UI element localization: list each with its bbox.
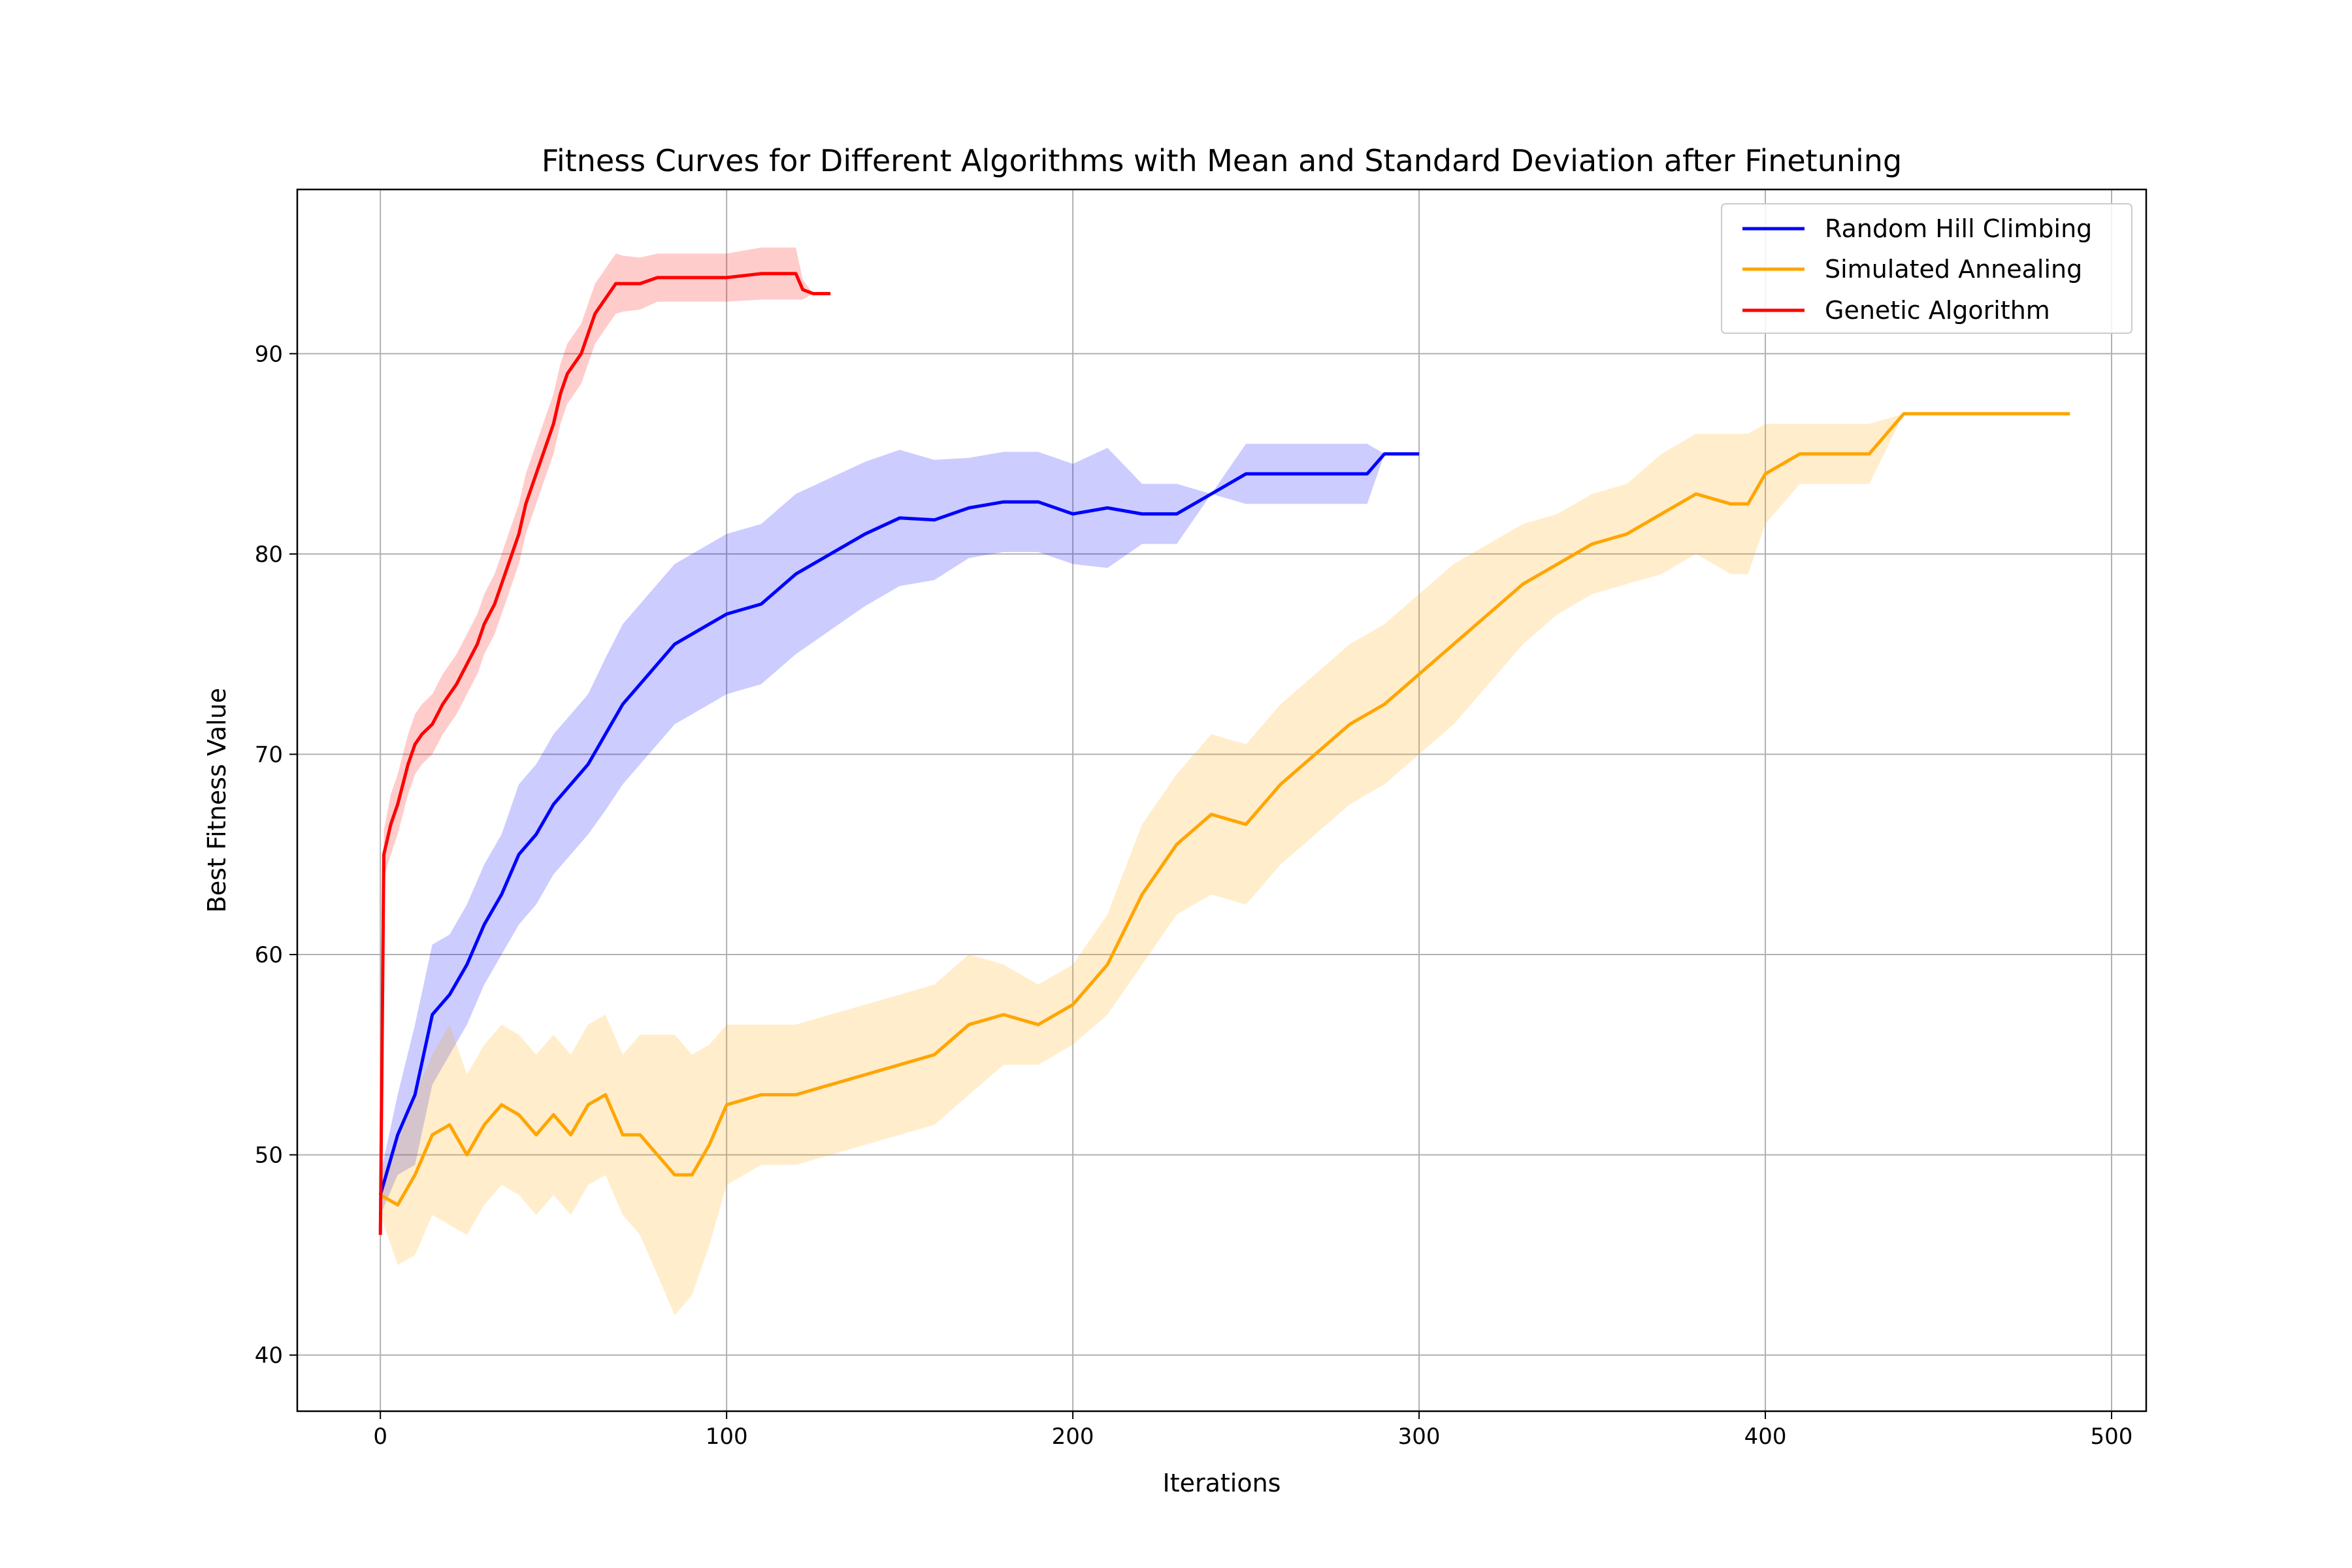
grid-layer	[297, 189, 2146, 1411]
simulated-annealing-std-band	[380, 414, 2070, 1315]
legend: Random Hill Climbing Simulated Annealing…	[1721, 203, 2132, 334]
plot-frame	[296, 188, 2148, 1413]
y-tick-label: 90	[255, 341, 283, 367]
legend-label-genetic-algorithm: Genetic Algorithm	[1825, 296, 2050, 325]
y-tick-label: 50	[255, 1143, 283, 1169]
random-hill-climbing-std-band	[380, 444, 1420, 1215]
y-axis-label: Best Fitness Value	[203, 688, 231, 913]
x-tick-label: 100	[706, 1424, 748, 1450]
legend-box	[1721, 203, 2132, 334]
simulated-annealing-mean-line	[379, 412, 2070, 1207]
mean-lines-layer	[378, 272, 2070, 1235]
x-tick-label: 200	[1052, 1424, 1094, 1450]
x-tick-label: 400	[1744, 1424, 1787, 1450]
y-tick-label: 60	[255, 942, 283, 968]
random-hill-climbing-mean-line	[378, 452, 1420, 1196]
y-tick-label: 70	[255, 742, 283, 768]
y-tick-label: 40	[255, 1343, 283, 1369]
chart-title: Fitness Curves for Different Algorithms …	[542, 143, 1902, 178]
y-tick-label: 80	[255, 542, 283, 568]
std-bands-layer	[380, 247, 2070, 1315]
legend-label-simulated-annealing: Simulated Annealing	[1825, 255, 2082, 284]
genetic-algorithm-mean-line	[378, 272, 831, 1235]
legend-label-random-hill-climbing: Random Hill Climbing	[1825, 214, 2092, 243]
x-tick-label: 500	[2091, 1424, 2133, 1450]
x-tick-label: 0	[373, 1424, 387, 1450]
x-axis-label: Iterations	[1163, 1469, 1281, 1497]
x-tick-label: 300	[1398, 1424, 1441, 1450]
ticks-layer: 0 100 200 300 400 500 40 50 60 70 80 90	[255, 341, 2133, 1450]
